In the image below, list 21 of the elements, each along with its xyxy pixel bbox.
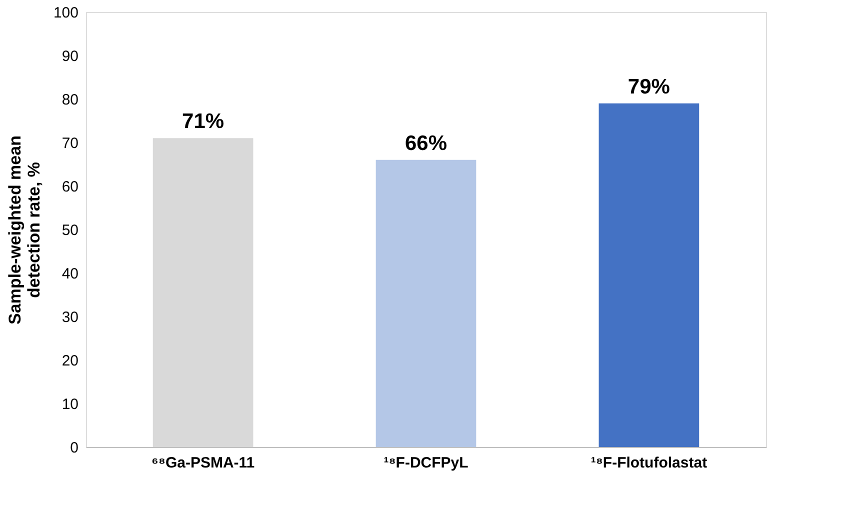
y-tick-label: 80 (62, 92, 78, 108)
y-tick-label: 40 (62, 266, 78, 282)
y-tick-label: 20 (62, 352, 78, 370)
x-tick-label: ¹⁸F-DCFPyL (384, 454, 468, 472)
data-label: 66% (404, 132, 448, 155)
x-tick-label: ¹⁸F-Flotufolastat (590, 454, 708, 472)
data-label: 71% (182, 110, 224, 134)
y-tick-label: 10 (62, 396, 78, 413)
y-tick-label: 30 (62, 309, 78, 326)
y-tick-label: 90 (62, 48, 78, 65)
y-tick-label: 60 (62, 178, 78, 196)
bar (598, 103, 700, 447)
bar (152, 138, 254, 447)
y-tick-label: 0 (70, 440, 78, 456)
y-tick-label: 70 (62, 135, 78, 152)
y-tick-label: 50 (62, 222, 78, 239)
y-tick-label: 100 (53, 4, 78, 22)
data-label: 79% (628, 75, 670, 98)
x-tick-label: ⁶⁸Ga-PSMA-11 (151, 454, 255, 472)
y-axis-title: Sample-weighted mean detection rate, % (5, 136, 44, 324)
bar (376, 160, 476, 447)
